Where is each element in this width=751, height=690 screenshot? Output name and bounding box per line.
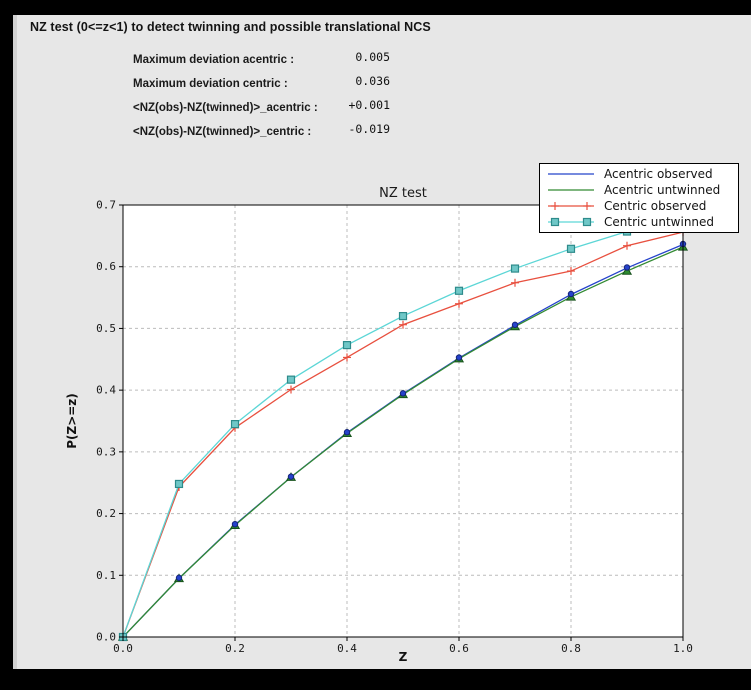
svg-text:0.0: 0.0 (96, 631, 116, 644)
stat-row: Maximum deviation acentric : 0.005 (133, 50, 423, 74)
legend-line-sample (548, 217, 594, 227)
svg-text:0.3: 0.3 (96, 445, 116, 458)
svg-text:1.0: 1.0 (673, 642, 693, 655)
svg-text:0.7: 0.7 (96, 199, 116, 212)
svg-text:0.0: 0.0 (113, 642, 133, 655)
svg-text:0.1: 0.1 (96, 569, 116, 582)
legend-line-sample (548, 189, 594, 191)
legend-item: Acentric untwinned (545, 182, 738, 198)
svg-text:0.6: 0.6 (449, 642, 469, 655)
section-title: NZ test (0<=z<1) to detect twinning and … (30, 20, 431, 34)
stat-label: Maximum deviation acentric : (133, 54, 295, 66)
chart-legend: Acentric observed Acentric untwinned Centr… (539, 163, 739, 233)
svg-text:0.4: 0.4 (96, 384, 116, 397)
stat-label: <NZ(obs)-NZ(twinned)>_acentric : (133, 102, 318, 114)
panel-left-edge (13, 15, 17, 669)
stat-value: 0.036 (355, 74, 390, 88)
stat-value: -0.019 (348, 122, 390, 136)
stat-value: 0.005 (355, 50, 390, 64)
stat-label: <NZ(obs)-NZ(twinned)>_centric : (133, 126, 312, 138)
legend-line-sample (548, 202, 594, 210)
svg-text:Z: Z (399, 650, 408, 664)
svg-text:0.4: 0.4 (337, 642, 357, 655)
svg-text:0.5: 0.5 (96, 322, 116, 335)
legend-item: Centric observed (545, 198, 738, 214)
svg-text:0.6: 0.6 (96, 260, 116, 273)
legend-item: Acentric observed (545, 166, 738, 182)
stat-row: <NZ(obs)-NZ(twinned)>_acentric : +0.001 (133, 98, 423, 122)
svg-text:P(Z>=z): P(Z>=z) (65, 393, 79, 449)
svg-text:0.2: 0.2 (225, 642, 245, 655)
legend-label: Acentric observed (604, 167, 713, 181)
svg-text:0.8: 0.8 (561, 642, 581, 655)
legend-label: Centric observed (604, 199, 707, 213)
legend-label: Centric untwinned (604, 215, 715, 229)
statistics-table: Maximum deviation acentric : 0.005 Maxim… (133, 50, 423, 146)
legend-line-sample (548, 173, 594, 175)
svg-text:0.2: 0.2 (96, 507, 116, 520)
stat-value: +0.001 (348, 98, 390, 112)
stat-row: <NZ(obs)-NZ(twinned)>_centric : -0.019 (133, 122, 423, 146)
legend-label: Acentric untwinned (604, 183, 721, 197)
legend-item: Centric untwinned (545, 214, 738, 230)
stat-row: Maximum deviation centric : 0.036 (133, 74, 423, 98)
stat-label: Maximum deviation centric : (133, 78, 288, 90)
svg-text:NZ test: NZ test (379, 186, 427, 201)
